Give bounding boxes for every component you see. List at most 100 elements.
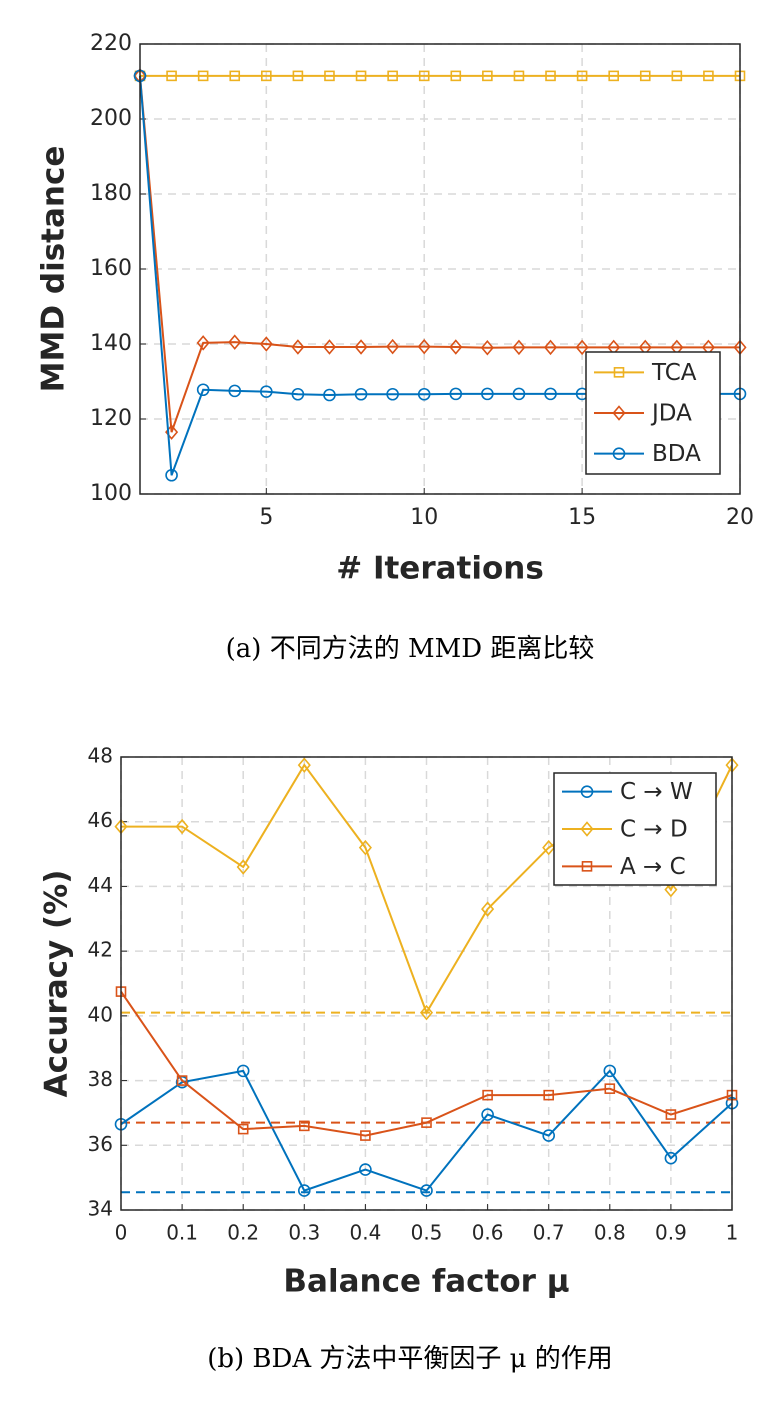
marker [387, 70, 398, 82]
x-tick-label: 15 [568, 505, 596, 530]
y-tick-label: 40 [88, 1002, 113, 1026]
marker [358, 839, 372, 856]
marker [421, 1117, 432, 1128]
legend-marker [580, 821, 594, 837]
marker [360, 1130, 371, 1141]
marker [417, 338, 431, 355]
marker [671, 70, 683, 82]
marker [575, 339, 589, 356]
y-axis-label: MMD distance [36, 146, 72, 393]
series-line [120, 1069, 733, 1192]
marker [237, 1123, 249, 1135]
marker [542, 839, 556, 856]
marker [322, 339, 337, 355]
x-tick-label: 0.5 [411, 1221, 443, 1245]
x-tick-label: 0.7 [533, 1221, 565, 1245]
x-tick-label: 0.6 [472, 1221, 504, 1245]
marker [512, 387, 526, 401]
marker [418, 70, 430, 82]
plot-frame [120, 756, 733, 1211]
caption: (b) BDA 方法中平衡因子 μ 的作用 [207, 1344, 613, 1374]
legend-label: A → C [620, 854, 686, 880]
x-tick-label: 0 [115, 1221, 128, 1245]
y-tick-label: 200 [90, 106, 132, 131]
y-tick-label: 42 [88, 938, 113, 962]
y-tick-label: 220 [90, 31, 132, 56]
marker [165, 468, 178, 482]
marker [236, 1064, 250, 1078]
y-tick-label: 34 [88, 1197, 113, 1221]
marker [386, 387, 399, 401]
marker [419, 1004, 434, 1021]
y-tick-label: 36 [88, 1132, 113, 1156]
x-tick-label: 0.8 [594, 1221, 626, 1245]
legend-label: TCA [651, 360, 697, 386]
marker [298, 1120, 310, 1132]
legend-label: BDA [652, 441, 701, 467]
marker [417, 387, 431, 401]
legend-marker [613, 367, 625, 378]
marker [481, 901, 495, 917]
y-tick-label: 44 [88, 873, 113, 897]
marker [291, 387, 305, 401]
marker [196, 383, 210, 397]
marker [176, 1075, 188, 1086]
legend-label: JDA [650, 401, 692, 427]
legend-marker [612, 447, 626, 460]
marker [323, 388, 336, 402]
x-tick-label: 0.4 [349, 1221, 381, 1245]
x-axis-label: Balance factor μ [283, 1264, 569, 1300]
x-tick-label: 20 [726, 505, 754, 530]
marker [297, 1184, 311, 1197]
series-line [120, 991, 733, 1137]
x-tick-label: 1 [726, 1221, 739, 1245]
marker [354, 387, 368, 401]
marker [449, 339, 463, 355]
marker [576, 70, 588, 82]
marker [228, 384, 242, 398]
marker [480, 340, 494, 356]
y-tick-label: 46 [88, 808, 113, 832]
marker [543, 339, 558, 356]
plot-frame [139, 43, 741, 495]
marker [513, 70, 525, 82]
marker [175, 818, 189, 835]
marker [386, 338, 400, 355]
marker [196, 335, 210, 351]
marker [359, 1163, 372, 1176]
marker [236, 859, 250, 875]
marker [324, 70, 335, 82]
marker [259, 336, 273, 352]
marker [292, 70, 304, 82]
x-tick-label: 0.9 [655, 1221, 687, 1245]
x-tick-label: 0.1 [166, 1221, 198, 1245]
marker [482, 70, 493, 82]
marker [542, 1129, 556, 1142]
marker [543, 1089, 555, 1101]
marker [291, 339, 305, 355]
y-tick-label: 120 [90, 406, 132, 431]
marker [260, 385, 273, 398]
y-tick-label: 160 [90, 256, 132, 281]
y-tick-label: 180 [90, 181, 132, 206]
marker [512, 339, 526, 356]
legend-marker [581, 861, 593, 872]
y-axis-label: Accuracy (%) [39, 870, 75, 1098]
x-tick-label: 5 [259, 505, 273, 530]
marker [482, 1089, 493, 1101]
marker [354, 339, 368, 355]
x-tick-label: 0.3 [288, 1221, 320, 1245]
marker [639, 70, 651, 82]
marker [604, 1083, 616, 1094]
y-tick-label: 100 [90, 481, 132, 506]
marker [197, 70, 209, 82]
marker [450, 70, 462, 82]
x-axis-label: # Iterations [336, 551, 544, 587]
marker [166, 70, 177, 82]
legend-label: C → D [620, 817, 688, 843]
marker [608, 70, 619, 82]
marker [664, 1151, 678, 1165]
marker [261, 70, 272, 82]
marker [229, 70, 241, 82]
